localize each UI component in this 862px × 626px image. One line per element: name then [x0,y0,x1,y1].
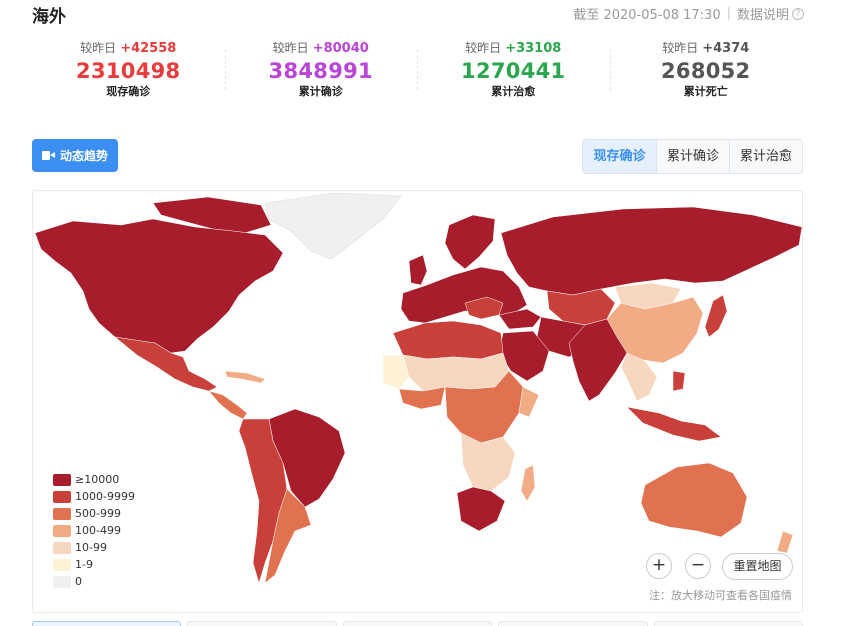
map-region-southern-africa[interactable] [460,432,516,492]
legend-item: 1-9 [53,556,135,573]
map-region-mexico[interactable] [114,336,218,392]
bottom-tabs [32,621,804,626]
delta-value: +33108 [505,41,562,56]
legend-label: 100-499 [75,524,121,537]
delta-value: +42558 [120,41,177,56]
metric-tabs: 现存确诊 累计确诊 累计治愈 [582,139,803,174]
trend-button[interactable]: 动态趋势 [32,139,118,172]
bottom-tab[interactable] [187,621,337,626]
legend-item: ≥10000 [53,471,135,488]
stat-value: 3848991 [268,59,373,83]
page-title: 海外 [32,7,66,27]
legend-item: 10-99 [53,539,135,556]
map-region-philippines[interactable] [672,370,686,392]
delta-value: +80040 [312,41,369,56]
bottom-tab[interactable] [653,621,804,626]
map-region-west-africa[interactable] [398,386,446,410]
world-map[interactable] [33,191,802,612]
map-region-southeast-asia[interactable] [620,352,658,402]
map-region-greenland[interactable] [264,192,402,260]
delta-label: 较昨日 [80,41,117,55]
map-region-russia[interactable] [500,206,802,296]
map-region-japan[interactable] [704,294,728,338]
map-region-south-africa[interactable] [456,486,506,532]
map-region-andes[interactable] [238,418,288,584]
map-region-north-africa[interactable] [392,320,504,360]
stats-summary: 较昨日 +42558 2310498 现存确诊 较昨日 +80040 3848991… [32,38,802,108]
legend-item: 100-499 [53,522,135,539]
map-region-turkey[interactable] [498,308,542,330]
data-note-link[interactable]: 数据说明 [736,8,789,23]
stat-total-recovered: 较昨日 +33108 1270441 累计治愈 [417,38,610,108]
map-region-australia[interactable] [640,462,748,538]
legend-item: 1000-9999 [53,488,135,505]
delta-label: 较昨日 [465,41,502,55]
legend-swatch [53,541,71,554]
map-region-madagascar[interactable] [520,464,536,502]
legend-swatch [53,507,71,520]
map-note: 注：放大移动可查看各国疫情 [649,589,792,602]
reset-map-button[interactable]: 重置地图 [722,553,793,580]
zoom-out-button[interactable]: − [685,553,711,579]
legend-label: 1000-9999 [75,490,135,503]
help-icon[interactable]: ? [792,7,804,20]
tab-total-recovered[interactable]: 累计治愈 [729,140,802,173]
stat-label: 累计确诊 [298,85,343,98]
stat-current-confirmed: 较昨日 +42558 2310498 现存确诊 [32,38,225,108]
tab-current-confirmed[interactable]: 现存确诊 [583,140,656,173]
update-info: 截至 2020-05-08 17:30 | 数据说明 ? [573,4,804,23]
legend-swatch [53,524,71,537]
trend-button-label: 动态趋势 [59,149,108,163]
map-region-indonesia[interactable] [626,406,722,442]
zoom-in-button[interactable]: + [646,553,672,579]
legend-label: 10-99 [75,541,107,554]
map-region-india[interactable] [568,318,628,402]
map-region-sahel[interactable] [402,352,510,392]
legend-swatch [53,575,71,588]
map-region-east-africa[interactable] [518,386,540,418]
legend-label: 1-9 [75,558,93,571]
legend-item: 0 [53,573,135,590]
map-region-north-america[interactable] [34,218,284,354]
video-icon [41,151,55,160]
legend-swatch [53,558,71,571]
update-time: 截至 2020-05-08 17:30 [573,8,721,23]
delta-label: 较昨日 [272,41,309,55]
stat-label: 现存确诊 [106,85,151,98]
map-region-caribbean[interactable] [224,370,266,384]
stat-label: 累计治愈 [491,85,536,98]
delta-value: +4374 [702,41,750,56]
stat-value: 2310498 [76,59,181,83]
stat-total-deaths: 较昨日 +4374 268052 累计死亡 [609,38,803,108]
stat-label: 累计死亡 [683,85,728,98]
legend-label: 0 [75,575,82,588]
map-legend: ≥10000 1000-9999 500-999 100-499 10-99 1… [53,471,135,590]
legend-swatch [53,490,71,503]
world-map-panel: ≥10000 1000-9999 500-999 100-499 10-99 1… [32,190,803,613]
map-region-new-zealand[interactable] [776,530,794,554]
legend-label: 500-999 [75,507,121,520]
legend-swatch [53,473,71,486]
stat-value: 1270441 [461,59,566,83]
map-region-argentina[interactable] [264,488,312,584]
legend-label: ≥10000 [75,473,120,486]
tab-total-confirmed[interactable]: 累计确诊 [656,140,729,173]
delta-label: 较昨日 [662,41,699,55]
stat-value: 268052 [661,59,751,83]
map-region-uk[interactable] [408,254,428,286]
legend-item: 500-999 [53,505,135,522]
bottom-tab[interactable] [342,621,493,626]
divider: | [726,6,731,21]
stat-total-confirmed: 较昨日 +80040 3848991 累计确诊 [224,38,418,108]
map-region-west-africa-desert[interactable] [382,354,410,390]
map-region-central-america[interactable] [208,390,248,420]
map-region-scandinavia[interactable] [444,214,496,270]
bottom-tab[interactable] [498,621,648,626]
bottom-tab[interactable] [32,621,182,626]
